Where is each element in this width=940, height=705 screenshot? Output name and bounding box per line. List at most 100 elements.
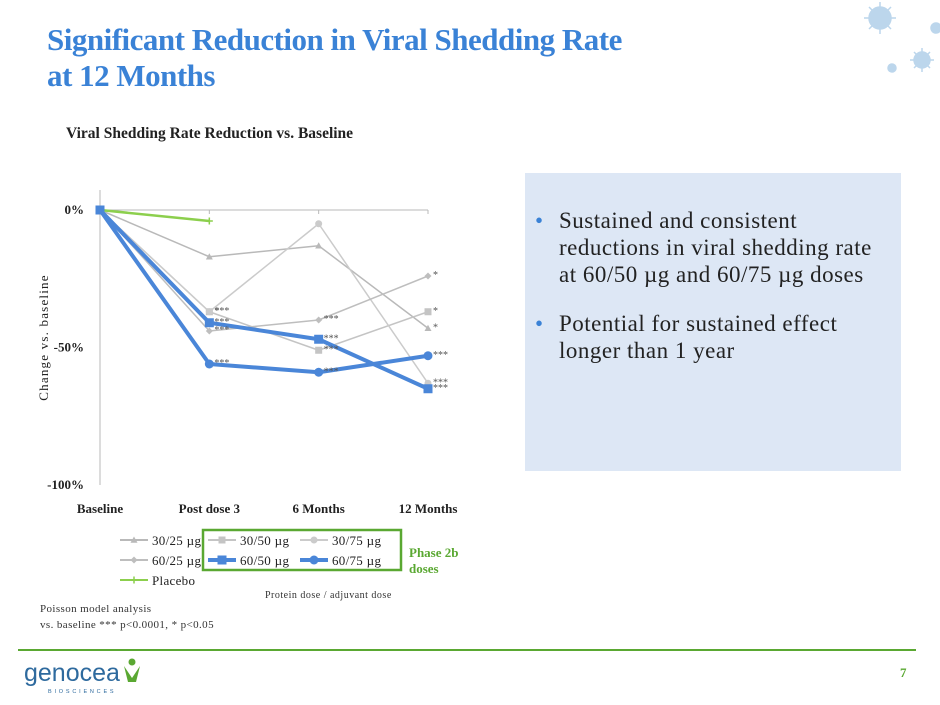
page-number: 7: [900, 665, 907, 680]
phase-label-line-2: doses: [409, 561, 439, 576]
significance-label: *: [214, 306, 219, 317]
significance-label: ***: [214, 325, 229, 336]
series-5: [95, 205, 433, 377]
footnote-line-1: Poisson model analysis: [40, 603, 152, 615]
y-tick-labels: 0% -50% -100%: [47, 202, 84, 492]
x-tick-label: 6 Months: [292, 501, 344, 516]
series-line: [99, 209, 429, 329]
chart-legend: 30/25 µg 30/50 µg 30/75 µg 60/25 µg 60/50 µg…: [120, 528, 403, 588]
legend-label: 60/25 µg: [152, 553, 201, 568]
legend-label: 30/75 µg: [332, 533, 381, 548]
significance-label: ***: [324, 366, 339, 377]
data-point: [314, 334, 324, 344]
logo-subtext: BIOSCIENCES: [48, 689, 116, 695]
significance-label: ***: [324, 314, 339, 325]
legend-marker: [217, 555, 227, 565]
data-point: [204, 359, 214, 369]
data-point: [424, 308, 432, 316]
x-tick-label: 12 Months: [399, 501, 458, 516]
key-points-box: • Sustained and consistent reductions in …: [525, 173, 901, 471]
footnote-line-2: vs. baseline *** p<0.0001, * p<0.05: [40, 619, 214, 631]
x-tick-label: Baseline: [77, 501, 123, 516]
legend-marker: [130, 536, 138, 543]
legend-item: 60/75 µg: [300, 553, 381, 568]
significance-label: ***: [433, 350, 448, 361]
data-point: [205, 253, 213, 260]
legend-item: 30/75 µg: [300, 533, 381, 548]
data-point: [95, 205, 105, 215]
legend-marker: [130, 556, 138, 564]
bullet-text: Sustained and consistent reductions in v…: [559, 208, 872, 287]
phase-2b-highlight-box: [201, 528, 403, 572]
legend-note: Protein dose / adjuvant dose: [265, 590, 392, 601]
significance-label: *: [433, 306, 438, 317]
legend-item: 30/25 µg: [120, 533, 201, 548]
data-point: [423, 351, 433, 361]
series-4: [95, 205, 433, 394]
y-tick-label: -50%: [54, 340, 84, 355]
data-point: [315, 220, 323, 228]
bullet-icon: •: [535, 311, 544, 336]
significance-labels: *************************************: [214, 270, 448, 394]
significance-label: ***: [214, 358, 229, 369]
data-point: [205, 308, 213, 316]
genocea-logo: genocea BIOSCIENCES: [24, 658, 140, 695]
significance-label: *: [433, 270, 438, 281]
legend-item: Placebo: [120, 573, 195, 588]
bullet-item: • Sustained and consistent reductions in …: [535, 207, 885, 288]
data-point: [423, 384, 433, 394]
y-tick-label: -100%: [47, 477, 84, 492]
data-point: [204, 318, 214, 328]
x-tick-label: Post dose 3: [179, 501, 241, 516]
bullet-icon: •: [535, 208, 544, 233]
data-point: [315, 242, 323, 249]
data-point: [314, 367, 324, 377]
legend-label: 60/75 µg: [332, 553, 381, 568]
significance-label: ***: [324, 333, 339, 344]
slide-title-line-1: Significant Reduction in Viral Shedding …: [47, 22, 622, 57]
data-point: [424, 324, 432, 332]
series-0: [96, 206, 432, 332]
data-point: [315, 346, 323, 354]
legend-marker: [309, 555, 319, 565]
line-chart: 0% -50% -100% Baseline Post dose 3 6 Months 1…: [36, 190, 458, 588]
significance-label: *: [433, 322, 438, 333]
significance-label: ***: [433, 377, 448, 388]
legend-item: 60/50 µg: [208, 553, 289, 568]
x-tick-labels: Baseline Post dose 3 6 Months 12 Months: [77, 501, 458, 516]
bullet-list: • Sustained and consistent reductions in …: [535, 207, 885, 386]
slide-title-line-2: at 12 Months: [47, 58, 215, 93]
legend-marker: [218, 536, 226, 544]
virus-decoration-icon: [864, 2, 940, 73]
bullet-text: Potential for sustained effect longer th…: [559, 311, 838, 363]
footnote: Poisson model analysis vs. baseline *** …: [40, 601, 214, 633]
legend-item: 30/50 µg: [208, 533, 289, 548]
significance-label: ***: [324, 344, 339, 355]
y-axis-label: Change vs. baseline: [36, 274, 51, 400]
significance-label: ***: [214, 306, 229, 317]
phase-label-line-1: Phase 2b: [409, 545, 459, 560]
data-point: [205, 327, 213, 335]
phase-2b-label: Phase 2b doses: [409, 545, 479, 577]
legend-label: 30/25 µg: [152, 533, 201, 548]
legend-label: Placebo: [152, 573, 195, 588]
series-2: [96, 206, 432, 387]
series-line: [99, 208, 210, 223]
series-line: [98, 208, 429, 375]
footer-divider: [18, 649, 916, 651]
logo-wordmark: genocea: [24, 659, 120, 687]
data-point: [205, 217, 213, 225]
significance-label: ***: [433, 383, 448, 394]
series-line: [99, 209, 429, 332]
series-layer: [95, 205, 433, 394]
bullet-item: • Potential for sustained effect longer t…: [535, 310, 885, 364]
legend-item: 60/25 µg: [120, 553, 201, 568]
data-point: [315, 316, 323, 324]
legend-marker: [130, 576, 138, 584]
legend-marker: [310, 536, 318, 544]
chart-title: Viral Shedding Rate Reduction vs. Baseli…: [66, 125, 354, 142]
logo-figure-icon: [124, 658, 140, 682]
legend-label: 60/50 µg: [240, 553, 289, 568]
series-line: [99, 209, 429, 384]
significance-label: ***: [214, 317, 229, 328]
